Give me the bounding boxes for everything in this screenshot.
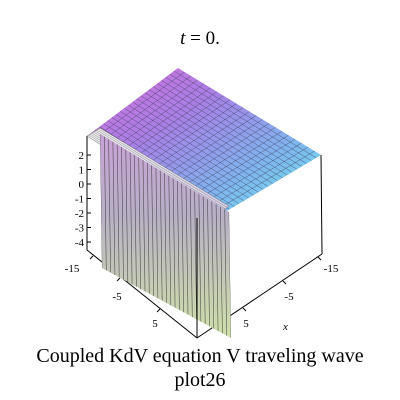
z-tick-label: -2	[75, 208, 84, 220]
wall-line	[224, 209, 227, 336]
grid-line	[132, 101, 269, 187]
title-variable: t	[180, 28, 186, 49]
y-tick	[116, 277, 121, 282]
grid-line	[119, 111, 254, 196]
z-tick-label: 2	[79, 150, 85, 162]
z-tick-label: -1	[75, 194, 84, 206]
grid-line	[162, 119, 263, 185]
wall-line	[215, 204, 219, 332]
crest-line	[98, 128, 228, 208]
wall-line	[108, 139, 111, 273]
surface-top-plane	[87, 68, 321, 218]
x-tick-label: -15	[324, 263, 339, 275]
caption-line-1: Coupled KdV equation V traveling wave	[36, 345, 364, 367]
z-tick-label: -4	[75, 237, 85, 249]
wave-wall-lines	[100, 134, 231, 338]
z-tick-label: 0	[79, 179, 85, 191]
grid-line	[103, 123, 235, 207]
wall-line	[202, 196, 206, 325]
wall-line	[134, 154, 137, 287]
title-equation: = 0.	[185, 28, 220, 49]
wall-line	[177, 180, 180, 311]
z-axis: 2 1 0 -1 -2 -3 -4	[75, 150, 91, 249]
crest-line	[96, 129, 226, 210]
y-tick-label: -5	[112, 291, 122, 303]
x-tick-label: -5	[284, 291, 294, 303]
x-axis-label: x	[282, 321, 288, 333]
wall-line	[104, 136, 107, 271]
y-tick	[156, 308, 161, 313]
x-axis: -15 -5 5	[242, 256, 339, 330]
grid-line	[124, 107, 259, 193]
grid-line	[209, 150, 315, 215]
grid-line	[179, 131, 283, 196]
wall-line	[112, 141, 116, 276]
y-tick-label: 5	[152, 318, 158, 330]
wall-line	[207, 198, 210, 327]
wall-line	[190, 188, 193, 318]
wall-line	[181, 183, 184, 313]
plot-title: t = 0.	[0, 28, 400, 50]
grid-line	[156, 115, 257, 181]
grid-line	[197, 142, 302, 208]
wall-line	[172, 178, 176, 308]
grid-line	[174, 127, 276, 193]
wall-line	[211, 201, 215, 329]
wall-line	[147, 162, 150, 294]
x-tick	[317, 256, 322, 261]
wall-line	[198, 193, 202, 322]
wall-line	[138, 157, 141, 290]
x-tick-label: 5	[243, 318, 249, 330]
wall-line	[164, 172, 167, 304]
grid-line	[168, 123, 270, 189]
grid-line	[111, 117, 245, 202]
grid-line	[191, 138, 296, 204]
x-tick	[282, 280, 287, 285]
y-tick	[89, 255, 94, 260]
x-tick	[242, 307, 247, 312]
y-tick-label: -15	[65, 263, 80, 275]
grid-line	[185, 135, 289, 200]
z-tick-label: 1	[79, 165, 85, 177]
wall-line	[220, 206, 223, 334]
z-tick-label: -3	[75, 223, 85, 235]
wall-line	[125, 149, 129, 283]
grid-line	[115, 114, 249, 199]
wall-line	[151, 165, 154, 297]
wall-line	[121, 146, 124, 280]
wall-line	[159, 170, 163, 301]
y-axis: -15 -5 5	[65, 255, 161, 330]
wall-line	[116, 144, 120, 278]
wall-line	[185, 185, 189, 315]
wall-line	[168, 175, 172, 306]
grid-line	[128, 104, 264, 190]
wall-line	[155, 167, 159, 299]
wall-line	[142, 159, 146, 292]
grid-line	[107, 120, 240, 204]
wall-line	[194, 191, 197, 320]
caption-line-2: plot26	[174, 369, 226, 391]
wall-line	[129, 152, 133, 285]
grid-line	[203, 146, 309, 211]
